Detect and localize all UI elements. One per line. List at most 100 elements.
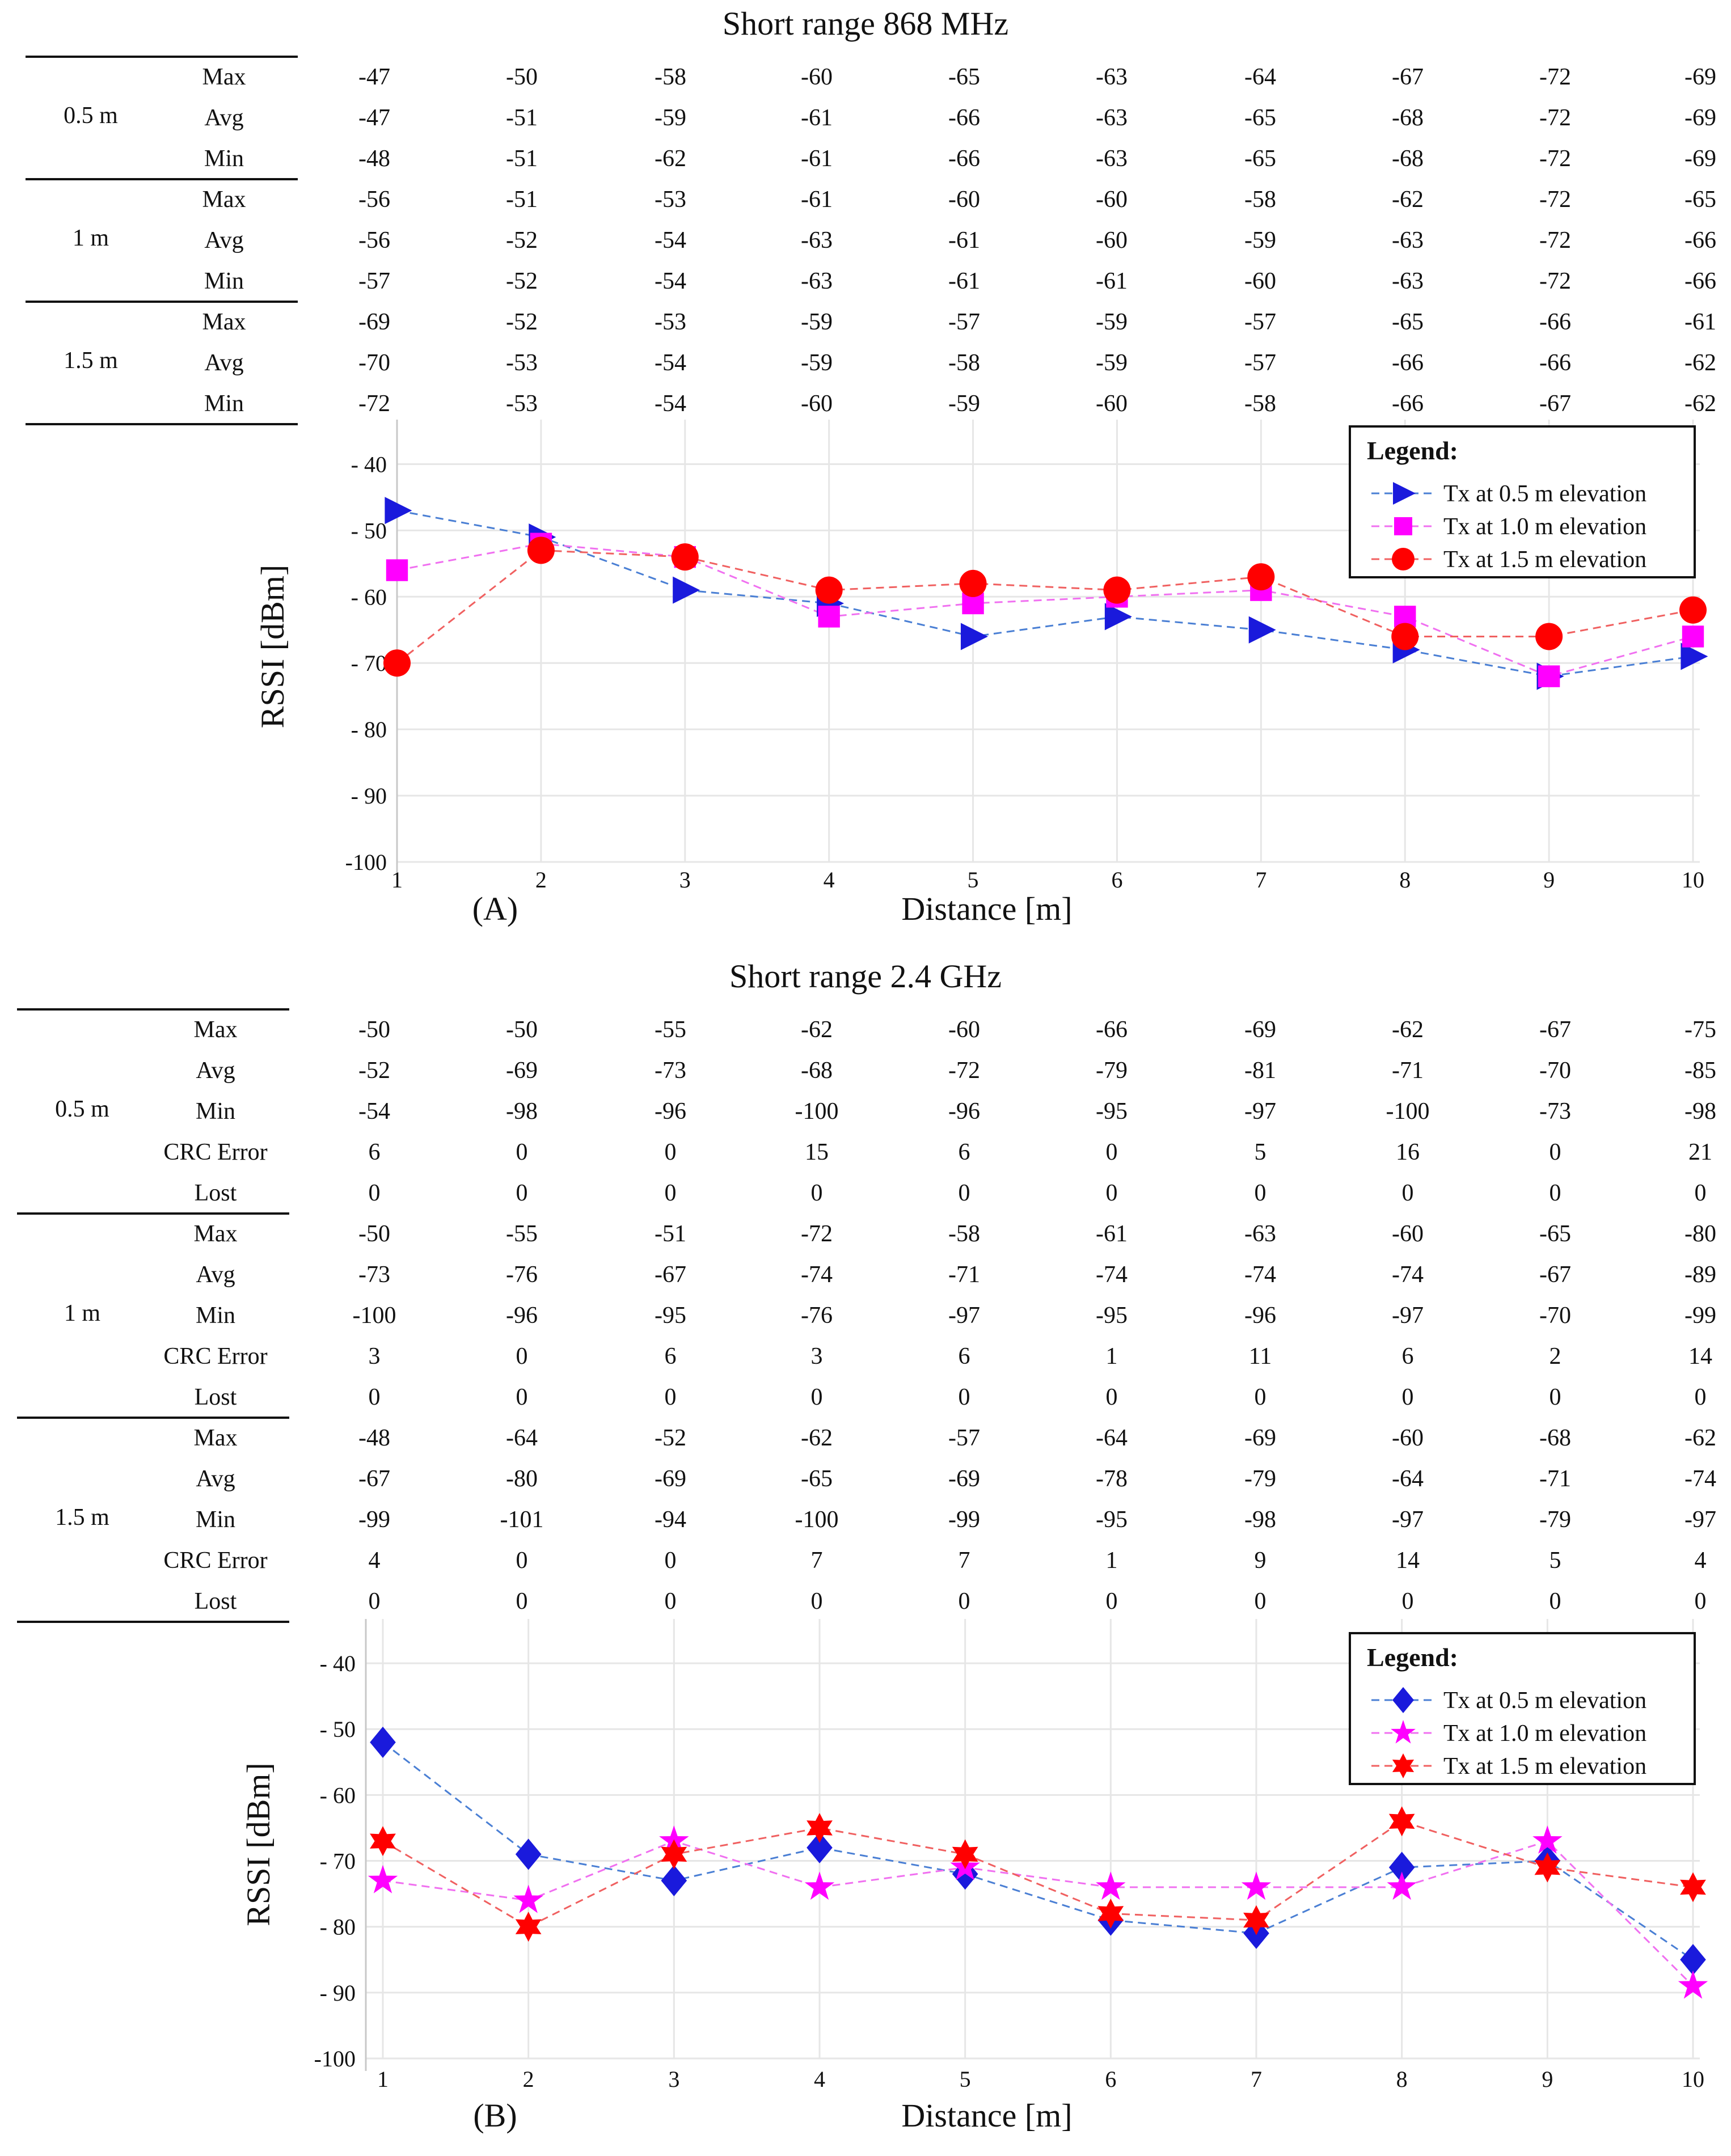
table-cell: -66 [1539, 309, 1571, 335]
x-tick-label: 9 [1542, 2066, 1553, 2092]
metric-label: Min [204, 268, 244, 294]
table-cell: 0 [516, 1139, 528, 1165]
data-point [1097, 1899, 1124, 1929]
table-cell: -66 [1684, 227, 1716, 253]
table-cell: -72 [1539, 187, 1571, 213]
table-cell: -63 [801, 227, 833, 253]
metric-label: Min [204, 391, 244, 417]
table-cell: 0 [664, 1588, 677, 1614]
y-tick-label: - 40 [351, 451, 387, 477]
table-cell: -60 [801, 391, 833, 417]
table-cell: -53 [655, 187, 686, 213]
series-line [396, 549, 1694, 664]
table-cell: -60 [1096, 391, 1128, 417]
table-cell: -61 [1096, 268, 1128, 294]
table-cell: 0 [516, 1343, 528, 1369]
table-cell: 14 [1396, 1548, 1420, 1574]
x-tick-label: 6 [1105, 2066, 1116, 2092]
table-cell: -67 [1539, 1017, 1571, 1043]
x-tick-label: 2 [523, 2066, 534, 2092]
table-cell: -60 [1096, 227, 1128, 253]
table-cell: 0 [1549, 1139, 1561, 1165]
table-cell: 0 [1549, 1384, 1561, 1410]
x-tick-label: 4 [814, 2066, 825, 2092]
data-point [1247, 563, 1275, 591]
table-cell: 6 [1401, 1343, 1414, 1369]
x-tick-label: 5 [968, 867, 979, 893]
y-tick-label: - 80 [351, 717, 387, 742]
table-cell: -94 [655, 1507, 686, 1533]
table-cell: -69 [655, 1466, 686, 1492]
table-cell: 0 [1694, 1588, 1707, 1614]
table-cell: -96 [506, 1303, 538, 1329]
table-cell: 0 [1401, 1384, 1414, 1410]
table-cell: -100 [795, 1507, 839, 1533]
table-row: Min -54 -98 -96 -100 -96 -95 -97 -100 -73 -98 [0, 1091, 1731, 1132]
table-cell: 21 [1688, 1139, 1712, 1165]
table-cell: -64 [1392, 1466, 1424, 1492]
table-cell: -62 [801, 1425, 833, 1451]
table-cell: -74 [1684, 1466, 1716, 1492]
table-cell: -50 [358, 1017, 390, 1043]
table-cell: -71 [1539, 1466, 1571, 1492]
data-point [807, 1832, 833, 1863]
data-point [1388, 1851, 1415, 1883]
table-cell: -74 [801, 1262, 833, 1288]
table-cell: -61 [1096, 1221, 1128, 1247]
table-cell: -76 [801, 1303, 833, 1329]
table-cell: -69 [358, 309, 390, 335]
x-tick-label: 5 [960, 2066, 971, 2092]
metric-label: Max [202, 187, 246, 213]
data-point [804, 1871, 835, 1900]
table-row: Max -47 -50 -58 -60 -65 -63 -64 -67 -72 -69 [0, 57, 1731, 98]
metric-label: Max [202, 64, 246, 90]
table-cell: -95 [1096, 1098, 1128, 1124]
table-cell: 6 [368, 1139, 381, 1165]
metric-label: Min [204, 146, 244, 172]
table-group-label: 1.5 m [55, 1504, 109, 1531]
x-axis-label: Distance [m] [901, 890, 1072, 927]
x-tick-label: 8 [1399, 867, 1411, 893]
y-tick-label: - 50 [320, 1717, 356, 1742]
metric-label: Lost [194, 1384, 237, 1410]
table-cell: -47 [358, 64, 390, 90]
table-cell: 6 [958, 1139, 970, 1165]
data-point [515, 1912, 542, 1942]
panel-label: (B) [473, 2097, 517, 2134]
table-cell: -63 [1244, 1221, 1276, 1247]
metric-label: Avg [204, 350, 244, 376]
table-row: Avg -70 -53 -54 -59 -58 -59 -57 -66 -66 -62 [0, 343, 1731, 383]
data-point [661, 1865, 687, 1896]
series-line [382, 1840, 1694, 1987]
legend-title: Legend: [1367, 1643, 1458, 1672]
table-row: Max -56 -51 -53 -61 -60 -60 -58 -62 -72 -65 [0, 179, 1731, 220]
table-cell: -74 [1244, 1262, 1276, 1288]
table-cell: -100 [1386, 1098, 1430, 1124]
x-tick-label: 1 [377, 2066, 389, 2092]
table-row: Min -48 -51 -62 -61 -66 -63 -65 -68 -72 -69 [0, 138, 1731, 179]
table-cell: -70 [358, 350, 390, 376]
table-cell: -52 [655, 1425, 686, 1451]
table-cell: -65 [1244, 105, 1276, 131]
table-cell: -60 [948, 187, 980, 213]
table-cell: -58 [948, 1221, 980, 1247]
table-cell: -51 [655, 1221, 686, 1247]
chart-title: Short range 2.4 GHz [729, 958, 1002, 995]
table-cell: 0 [664, 1180, 677, 1206]
table-cell: -61 [1684, 309, 1716, 335]
table-cell: -61 [948, 227, 980, 253]
table-cell: -51 [506, 105, 538, 131]
y-tick-label: - 80 [320, 1914, 356, 1940]
x-tick-label: 2 [535, 867, 547, 893]
data-point [1682, 625, 1704, 648]
table-row: Max -50 -50 -55 -62 -60 -66 -69 -62 -67 -75 [0, 1009, 1731, 1050]
table-cell: -74 [1096, 1262, 1128, 1288]
table-cell: -72 [1539, 268, 1571, 294]
table-cell: 0 [810, 1588, 823, 1614]
x-tick-label: 7 [1251, 2066, 1262, 2092]
table-cell: -63 [1096, 146, 1128, 172]
table-cell: -76 [506, 1262, 538, 1288]
table-cell: -52 [506, 309, 538, 335]
metric-label: Min [195, 1098, 235, 1124]
metric-label: CRC Error [163, 1343, 268, 1369]
